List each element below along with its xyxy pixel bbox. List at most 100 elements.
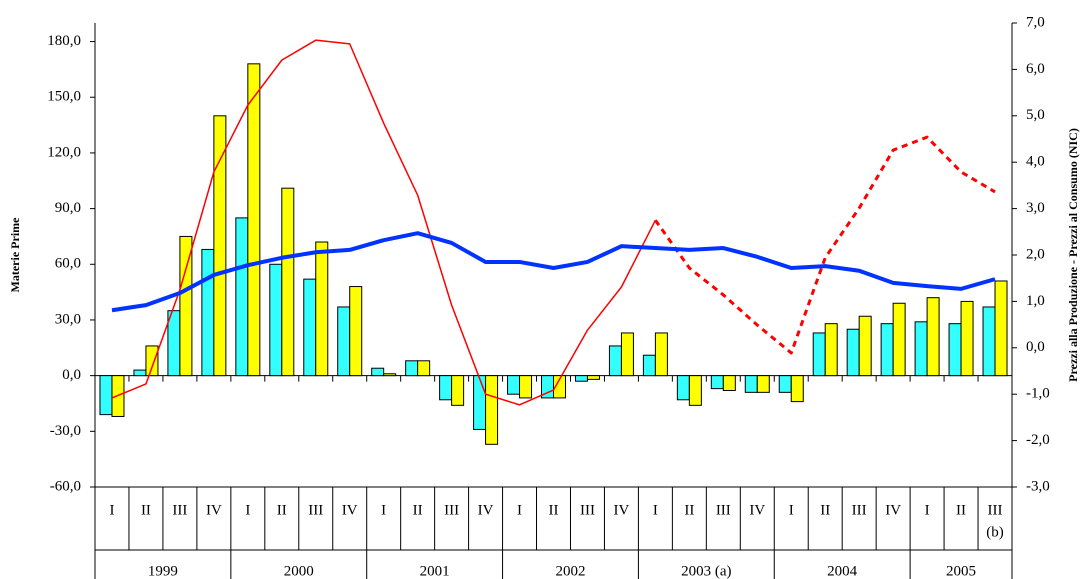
bar (608, 345, 622, 377)
bar (315, 241, 329, 377)
bar (201, 248, 215, 377)
bar (688, 375, 702, 406)
bar (722, 375, 736, 391)
bar (303, 278, 317, 377)
y2-tick-label: 6,0 (1026, 61, 1045, 77)
bar (439, 375, 453, 401)
x-tick-label: III (716, 502, 731, 518)
x-tick-label: III (988, 502, 1003, 518)
group-label: 2005 (946, 563, 976, 579)
group-label: 2004 (827, 563, 858, 579)
x-tick-label: I (653, 502, 658, 518)
bar (914, 321, 928, 377)
bar (235, 217, 249, 377)
y-tick-label: 120,0 (47, 144, 81, 160)
bar (349, 286, 363, 377)
bar (451, 375, 465, 406)
bar (778, 375, 792, 393)
bar (654, 332, 668, 377)
bar (371, 367, 385, 377)
y2-tick-label: 0,0 (1026, 339, 1045, 355)
x-tick-label: IV (749, 502, 765, 518)
bar (405, 360, 419, 377)
line (111, 39, 657, 406)
x-tick-label: IV (614, 502, 630, 518)
bar (790, 375, 804, 403)
group-label: 2001 (420, 563, 450, 579)
y-tick-label: -30,0 (50, 423, 81, 439)
bar (880, 323, 894, 377)
y-tick-label: 150,0 (47, 89, 81, 105)
y2-axis-title: Prezzi alla Produzione - Prezzi al Consu… (1066, 128, 1080, 382)
group-label: 1999 (148, 563, 178, 579)
x-tick-label: I (109, 502, 114, 518)
x-tick-label: II (549, 502, 559, 518)
bar (586, 375, 600, 380)
x-tick-label: IV (885, 502, 901, 518)
line (111, 231, 996, 313)
bar (383, 373, 397, 377)
bar (892, 302, 906, 377)
bar (824, 323, 838, 377)
x-tick-label: I (517, 502, 522, 518)
x-tick-label: I (381, 502, 386, 518)
bar (982, 306, 996, 377)
group-label: 2002 (555, 563, 585, 579)
y-tick-label: 30,0 (55, 311, 81, 327)
bar (744, 375, 758, 393)
bar (337, 306, 351, 377)
y2-tick-label: 2,0 (1026, 246, 1045, 262)
x-tick-label: III (852, 502, 867, 518)
y-axis-title: Materie Prime (8, 217, 22, 293)
bar (281, 187, 295, 377)
x-tick-label: III (172, 502, 187, 518)
x-tick-label: II (684, 502, 694, 518)
group-label: 2003 (a) (681, 563, 731, 579)
bar (642, 354, 656, 377)
bar (676, 375, 690, 401)
x-tick-label: I (789, 502, 794, 518)
x-tick-label: I (925, 502, 930, 518)
y2-tick-label: -2,0 (1026, 432, 1050, 448)
group-label: 2000 (284, 563, 314, 579)
y2-tick-label: 5,0 (1026, 107, 1045, 123)
bar (756, 375, 770, 393)
bar (133, 369, 147, 377)
bar (213, 115, 227, 377)
line (654, 135, 996, 355)
y2-tick-label: 3,0 (1026, 200, 1045, 216)
y2-tick-label: -1,0 (1026, 386, 1050, 402)
x-tick-label: IV (342, 502, 358, 518)
bar (960, 300, 974, 377)
bar (485, 375, 499, 445)
bar (553, 375, 566, 399)
x-tick-label: IV (478, 502, 494, 518)
bar (994, 280, 1008, 377)
y-tick-label: -60,0 (50, 478, 81, 494)
bar (858, 315, 872, 377)
x-tick-label: I (245, 502, 250, 518)
bar (574, 375, 588, 382)
bar (145, 345, 159, 377)
y2-tick-label: 1,0 (1026, 293, 1045, 309)
y2-tick-label: 7,0 (1026, 14, 1045, 30)
y-tick-label: 180,0 (47, 33, 81, 49)
bar (620, 332, 634, 377)
bar (99, 375, 113, 416)
x-tick-label: III (308, 502, 323, 518)
bar (417, 360, 431, 377)
y2-tick-label: -3,0 (1026, 478, 1050, 494)
x-tick-label: III (444, 502, 459, 518)
bar (473, 375, 487, 430)
x-tick-label: II (413, 502, 423, 518)
bar (519, 375, 533, 399)
y-tick-label: 90,0 (55, 200, 81, 216)
annotation: (b) (986, 524, 1004, 540)
bar (269, 263, 283, 377)
bar (167, 310, 181, 377)
y-tick-label: 60,0 (55, 256, 81, 272)
x-tick-label: III (580, 502, 595, 518)
x-tick-label: II (820, 502, 830, 518)
x-tick-label: II (277, 502, 287, 518)
